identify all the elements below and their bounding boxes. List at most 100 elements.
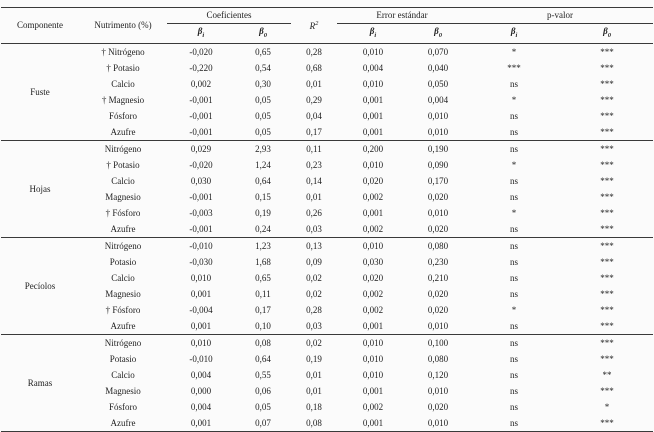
- table-row: Calcio 0,010 0,65 0,02 0,020 0,210 ns ***: [1, 270, 653, 286]
- coefficient-beta-0-cell: 0,05: [255, 94, 271, 105]
- p-value-beta-0-cell: ***: [561, 139, 654, 157]
- std-error-beta-0-cell: 0,090: [427, 159, 449, 170]
- table-row: † Fósforo -0,003 0,19 0,26 0,001 0,010 * ***: [1, 205, 653, 221]
- coefficient-beta-0-cell: 1,23: [235, 236, 292, 254]
- std-error-beta-0-cell: 0,230: [427, 256, 449, 267]
- subheader-coef-beta-i: βi: [167, 23, 235, 44]
- r-squared-cell: 0,14: [306, 175, 322, 186]
- r-squared-cell: 0,68: [306, 62, 322, 73]
- p-value-beta-0-cell: ***: [600, 288, 614, 299]
- subheader-se-beta-i: βi: [337, 23, 410, 44]
- coefficient-beta-i-cell: -0,030: [189, 256, 213, 267]
- p-value-beta-0-cell: ***: [600, 385, 614, 396]
- r-squared-cell: 0,11: [291, 139, 338, 157]
- col-header-componente: Componente: [1, 7, 79, 44]
- table-row: Azufre -0,001 0,05 0,17 0,001 0,010 ns ***: [1, 124, 653, 141]
- table-row: Magnesio 0,000 0,06 0,01 0,001 0,010 ns ***: [1, 383, 653, 399]
- coefficient-beta-0-cell: 1,24: [255, 159, 271, 170]
- std-error-beta-0-cell: 0,010: [427, 320, 449, 331]
- p-value-beta-i-cell: ***: [507, 62, 521, 73]
- p-value-beta-i-cell: ns: [510, 78, 519, 89]
- coefficient-beta-0-cell: 0,08: [235, 333, 292, 351]
- std-error-beta-0-cell: 0,120: [427, 369, 449, 380]
- component-cell: Hojas: [1, 139, 79, 238]
- r-squared-cell: 0,01: [306, 78, 322, 89]
- std-error-beta-i-cell: 0,010: [362, 353, 384, 364]
- coefficient-beta-i-cell: 0,030: [190, 175, 212, 186]
- std-error-beta-i-cell: 0,001: [362, 110, 384, 121]
- std-error-beta-0-cell: 0,190: [409, 139, 468, 157]
- coefficient-beta-i-cell: -0,001: [189, 110, 213, 121]
- component-cell: Pecíolos: [1, 236, 79, 335]
- nutrient-cell: Fósforo: [108, 110, 137, 121]
- std-error-beta-i-cell: 0,001: [362, 207, 384, 218]
- table-row: Hojas Nitrógeno 0,029 2,93 0,11 0,200 0,190 ns *…: [1, 139, 654, 238]
- coefficient-beta-i-cell: -0,001: [189, 94, 213, 105]
- r-squared-cell: 0,28: [291, 42, 338, 60]
- r-squared-cell: 0,26: [306, 207, 322, 218]
- p-value-beta-0-cell: ***: [600, 207, 614, 218]
- table-row: Fuste † Nitrógeno -0,020 0,65 0,28 0,010 0,070…: [1, 42, 654, 141]
- coefficient-beta-0-cell: 0,06: [255, 385, 271, 396]
- p-value-beta-i-cell: *: [511, 94, 517, 105]
- nutrient-cell: Nitrógeno: [79, 139, 167, 157]
- std-error-beta-0-cell: 0,080: [409, 236, 468, 254]
- std-error-beta-0-cell: 0,100: [409, 333, 468, 351]
- table-row: Potasio -0,010 0,64 0,19 0,010 0,080 ns ***: [1, 351, 653, 367]
- coefficient-beta-i-cell: -0,020: [189, 159, 213, 170]
- std-error-beta-i-cell: 0,002: [362, 401, 384, 412]
- col-header-error-estandar: Error estándar: [337, 7, 468, 24]
- coefficient-beta-i-cell: -0,004: [189, 304, 213, 315]
- coefficient-beta-i-cell: -0,001: [189, 223, 213, 234]
- nutrient-cell: Azufre: [110, 223, 136, 234]
- coefficient-beta-i-cell: -0,001: [189, 191, 213, 202]
- std-error-beta-0-cell: 0,020: [427, 223, 449, 234]
- nutrient-cell: Calcio: [111, 369, 135, 380]
- std-error-beta-0-cell: 0,020: [427, 191, 449, 202]
- beta-0-symbol: β0: [603, 26, 611, 39]
- r-squared-cell: 0,01: [306, 191, 322, 202]
- coefficient-beta-0-cell: 0,64: [255, 353, 271, 364]
- nutrient-cell: Azufre: [110, 320, 136, 331]
- table-row: Calcio 0,002 0,30 0,01 0,010 0,050 ns ***: [1, 76, 653, 92]
- coefficient-beta-i-cell: 0,010: [167, 333, 235, 351]
- std-error-beta-0-cell: 0,040: [427, 62, 449, 73]
- r-squared-cell: 0,02: [291, 333, 338, 351]
- std-error-beta-0-cell: 0,010: [427, 126, 449, 137]
- table-row: Fósforo -0,001 0,05 0,04 0,001 0,010 ns ***: [1, 108, 653, 124]
- std-error-beta-0-cell: 0,020: [427, 288, 449, 299]
- table-row: Ramas Nitrógeno 0,010 0,08 0,02 0,010 0,100 ns *…: [1, 333, 654, 432]
- r-squared-cell: 0,08: [306, 417, 322, 428]
- r-squared-cell: 0,01: [306, 369, 322, 380]
- std-error-beta-0-cell: 0,010: [427, 110, 449, 121]
- std-error-beta-i-cell: 0,001: [362, 94, 384, 105]
- coefficient-beta-0-cell: 0,24: [255, 223, 271, 234]
- std-error-beta-0-cell: 0,010: [427, 417, 449, 428]
- coefficient-beta-0-cell: 0,19: [255, 207, 271, 218]
- coefficient-beta-0-cell: 0,64: [255, 175, 271, 186]
- r-squared-cell: 0,29: [306, 94, 322, 105]
- p-value-beta-i-cell: *: [511, 304, 517, 315]
- std-error-beta-i-cell: 0,001: [362, 126, 384, 137]
- nutrient-cell: † Potasio: [106, 159, 140, 170]
- beta-i-symbol: βi: [510, 26, 518, 39]
- coefficient-beta-0-cell: 0,11: [255, 288, 271, 299]
- coefficient-beta-i-cell: -0,001: [189, 126, 213, 137]
- coefficient-beta-0-cell: 0,65: [235, 42, 292, 60]
- col-header-p-valor: p-valor: [467, 7, 654, 24]
- std-error-beta-i-cell: 0,010: [362, 369, 384, 380]
- table-figure: Componente Nutrimento (%) Coeficientes R…: [1, 7, 654, 432]
- nutrient-cell: Nitrógeno: [79, 333, 167, 351]
- coefficient-beta-i-cell: 0,029: [167, 139, 235, 157]
- col-header-nutrimento: Nutrimento (%): [79, 7, 167, 44]
- p-value-beta-i-cell: ns: [510, 256, 519, 267]
- std-error-beta-i-cell: 0,004: [362, 62, 384, 73]
- std-error-beta-i-cell: 0,002: [362, 223, 384, 234]
- coefficient-beta-0-cell: 0,54: [255, 62, 271, 73]
- std-error-beta-i-cell: 0,010: [337, 42, 410, 60]
- table-row: Magnesio 0,001 0,11 0,02 0,002 0,020 ns ***: [1, 286, 653, 302]
- p-value-beta-0-cell: ***: [561, 42, 654, 60]
- table-row: Azufre 0,001 0,10 0,03 0,001 0,010 ns ***: [1, 318, 653, 335]
- std-error-beta-0-cell: 0,050: [427, 78, 449, 89]
- r-squared-cell: 0,03: [306, 320, 322, 331]
